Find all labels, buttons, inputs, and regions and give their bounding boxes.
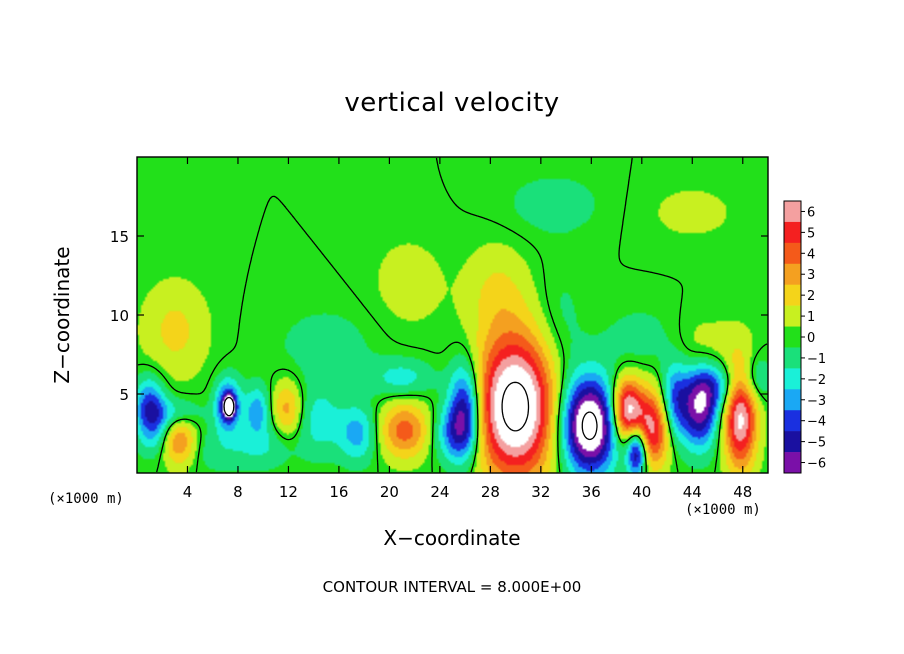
colorbar-tick-label: −4	[807, 415, 826, 430]
heatmap-field	[137, 157, 768, 473]
x-tick-label: 48	[733, 483, 752, 501]
x-tick-label: 24	[430, 483, 449, 501]
y-tick-label: 10	[110, 307, 129, 325]
colorbar-swatch	[784, 452, 801, 474]
x-tick-label: 32	[531, 483, 550, 501]
contour-0	[137, 157, 768, 473]
colorbar-swatch	[784, 410, 801, 432]
colorbar-tick-label: 2	[807, 289, 815, 304]
x-tick-label: 20	[380, 483, 399, 501]
chart-title: vertical velocity	[344, 88, 560, 118]
x-tick-label: 36	[582, 483, 601, 501]
colorbar-swatch	[784, 305, 801, 327]
colorbar-tick-label: 4	[807, 247, 815, 262]
colorbar-tick-label: −3	[807, 394, 826, 409]
x-axis: 4 8 12 16 20 24 28 32 36 40 44 48	[183, 157, 752, 501]
x-unit-label-left: (×1000 m)	[48, 491, 124, 507]
colorbar-swatch	[784, 368, 801, 390]
colorbar-tick-label: 5	[807, 226, 815, 241]
x-axis-label: X−coordinate	[383, 526, 521, 550]
colorbar-tick-label: −2	[807, 373, 826, 388]
contour-8	[501, 381, 530, 432]
contour-lines	[137, 157, 768, 473]
colorbar-swatch	[784, 263, 801, 285]
colorbar-swatch	[784, 431, 801, 453]
y-tick-label: 5	[119, 386, 129, 404]
x-unit-label-right: (×1000 m)	[685, 502, 761, 518]
colorbar-tick-label: 3	[807, 268, 815, 283]
colorbar-tick-label: −1	[807, 352, 826, 367]
y-axis-label: Z−coordinate	[50, 246, 74, 384]
contour-interval-note: CONTOUR INTERVAL = 8.000E+00	[322, 578, 582, 596]
x-tick-label: 44	[683, 483, 702, 501]
x-tick-label: 12	[279, 483, 298, 501]
colorbar-swatch	[784, 201, 801, 223]
x-tick-label: 8	[233, 483, 243, 501]
x-tick-label: 28	[481, 483, 500, 501]
colorbar: 6 5 4 3 2 1 0 −1 −2 −3 −4 −5 −6	[783, 200, 826, 474]
x-tick-label: 4	[183, 483, 193, 501]
colorbar-swatch	[784, 284, 801, 306]
x-tick-label: 16	[329, 483, 348, 501]
colorbar-swatch	[784, 242, 801, 265]
y-tick-label: 15	[110, 228, 129, 246]
colorbar-tick-label: 0	[807, 331, 815, 346]
colorbar-tick-label: 1	[807, 310, 815, 325]
colorbar-swatch	[784, 326, 801, 348]
contour--8	[223, 396, 598, 441]
colorbar-swatch	[784, 221, 801, 244]
colorbar-tick-label: −6	[807, 457, 826, 472]
colorbar-swatch	[784, 389, 801, 411]
colorbar-swatch	[784, 347, 801, 369]
colorbar-tick-label: 6	[807, 205, 815, 220]
x-tick-label: 40	[632, 483, 651, 501]
colorbar-tick-label: −5	[807, 436, 826, 451]
y-axis: 5 10 15	[110, 228, 768, 404]
